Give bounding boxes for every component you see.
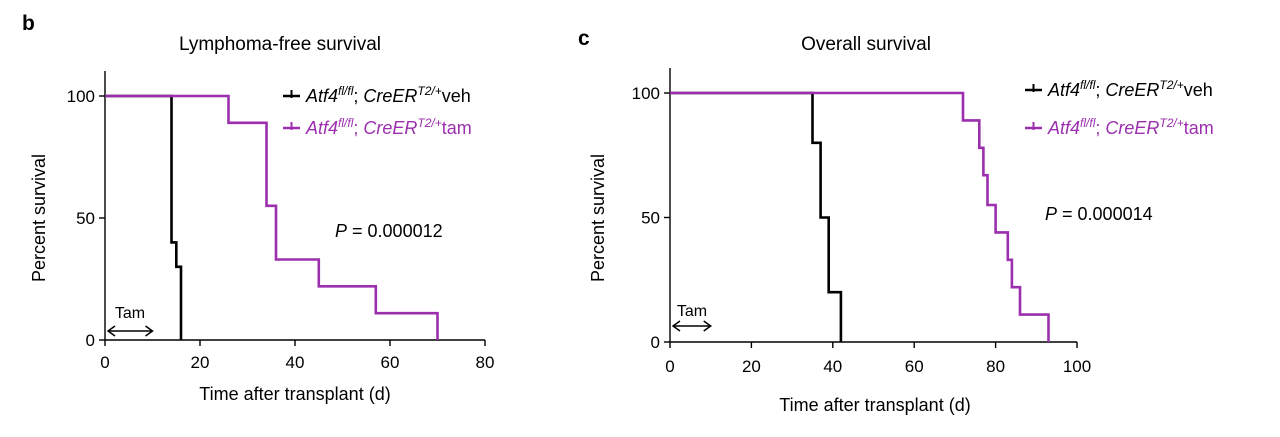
chart-title: Overall survival (801, 34, 931, 55)
legend-sep: ; (1095, 80, 1105, 100)
legend-gene: Atf4 (1047, 80, 1080, 100)
p-value-annotation: P = 0.000014 (1045, 204, 1153, 224)
panel-c: c Overall survival 0 50 100 0 20 40 60 80 100 Ti… (578, 27, 1214, 415)
panel-letter: b (22, 12, 35, 35)
legend-gene-sup: fl/fl (338, 116, 354, 130)
p-value-symbol: P (335, 221, 347, 241)
legend-treatment: veh (442, 86, 471, 106)
legend-item-tam: Atf4fl/fl; CreERT2/+tam (1025, 116, 1214, 138)
tam-arrow-head-left (106, 325, 116, 337)
x-tick-label: 100 (1063, 357, 1091, 376)
x-axis-label: Time after transplant (d) (779, 395, 970, 415)
legend-gene: Atf4 (305, 86, 338, 106)
legend-gene-sup: fl/fl (1080, 78, 1096, 92)
x-tick-label: 80 (476, 353, 495, 372)
legend-treatment: tam (1184, 118, 1214, 138)
legend-sep: ; (353, 86, 363, 106)
x-tick-label: 0 (665, 357, 674, 376)
p-value-text: = 0.000014 (1057, 204, 1153, 224)
legend-treatment: tam (442, 118, 472, 138)
x-tick-label: 20 (191, 353, 210, 372)
legend-cre: CreER (363, 118, 417, 138)
panel-b: b Lymphoma-free survival 0 50 100 0 20 40 60 80… (22, 12, 494, 404)
y-tick-label: 0 (651, 333, 660, 352)
y-tick-label: 0 (86, 331, 95, 350)
y-tick-label: 50 (641, 209, 660, 228)
legend-gene-sup: fl/fl (1080, 116, 1096, 130)
legend-item-veh: Atf4fl/fl; CreERT2/+veh (1025, 78, 1213, 100)
legend-label: Atf4fl/fl; CreERT2/+veh (305, 84, 471, 106)
legend-cre-sup: T2/+ (1159, 116, 1183, 130)
x-tick-label: 80 (986, 357, 1005, 376)
legend-item-veh: Atf4fl/fl; CreERT2/+veh (283, 84, 471, 106)
tam-label: Tam (677, 303, 707, 320)
legend-gene-sup: fl/fl (338, 84, 354, 98)
series-line-tam (670, 91, 1050, 342)
tam-label: Tam (115, 305, 145, 322)
legend-gene: Atf4 (305, 118, 338, 138)
legend-gene: Atf4 (1047, 118, 1080, 138)
p-value-text: = 0.000012 (347, 221, 443, 241)
x-axis-label: Time after transplant (d) (199, 384, 390, 404)
tam-arrow (671, 320, 712, 332)
legend-label: Atf4fl/fl; CreERT2/+veh (1047, 78, 1213, 100)
legend-sep: ; (353, 118, 363, 138)
y-tick-label: 100 (632, 84, 660, 103)
x-tick-label: 60 (381, 353, 400, 372)
plot-area: 0 50 100 0 20 40 60 80 (67, 71, 495, 372)
legend-label: Atf4fl/fl; CreERT2/+tam (1047, 116, 1214, 138)
legend-cre-sup: T2/+ (417, 84, 441, 98)
legend-cre: CreER (1105, 118, 1159, 138)
panel-letter: c (578, 27, 590, 50)
y-axis-label: Percent survival (588, 154, 608, 282)
legend-cre-sup: T2/+ (1159, 78, 1183, 92)
p-value-annotation: P = 0.000012 (335, 221, 443, 241)
p-value-symbol: P (1045, 204, 1057, 224)
chart-title: Lymphoma-free survival (179, 34, 381, 55)
series-line-tam (105, 94, 439, 340)
x-tick-label: 60 (905, 357, 924, 376)
tam-arrow (106, 325, 154, 337)
plot-area: 0 50 100 0 20 40 60 80 100 (632, 68, 1091, 376)
legend-treatment: veh (1184, 80, 1213, 100)
x-tick-label: 0 (100, 353, 109, 372)
y-axis-label: Percent survival (29, 154, 49, 282)
x-tick-label: 20 (742, 357, 761, 376)
legend-cre-sup: T2/+ (417, 116, 441, 130)
x-tick-label: 40 (286, 353, 305, 372)
legend-sep: ; (1095, 118, 1105, 138)
tam-arrow-head-left (671, 320, 681, 332)
y-tick-label: 100 (67, 87, 95, 106)
series-line-veh (105, 94, 183, 340)
y-tick-label: 50 (76, 209, 95, 228)
series-line-veh (670, 91, 843, 342)
legend-cre: CreER (1105, 80, 1159, 100)
tam-arrow-head-right (703, 320, 712, 332)
legend-label: Atf4fl/fl; CreERT2/+tam (305, 116, 472, 138)
legend-cre: CreER (363, 86, 417, 106)
legend-item-tam: Atf4fl/fl; CreERT2/+tam (283, 116, 472, 138)
tam-arrow-head-right (145, 325, 154, 337)
x-tick-label: 40 (823, 357, 842, 376)
